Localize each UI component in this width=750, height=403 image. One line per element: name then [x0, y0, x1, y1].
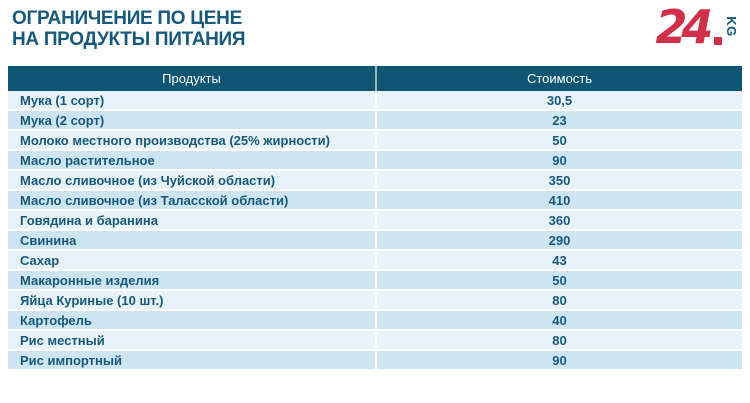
product-name-cell: Мука (2 сорт) [8, 111, 375, 131]
column-header-products: Продукты [8, 66, 375, 91]
price-value-cell: 23 [375, 111, 742, 131]
price-value-cell: 50 [375, 131, 742, 151]
product-name-cell: Молоко местного производства (25% жирнос… [8, 131, 375, 151]
product-name-cell: Говядина и баранина [8, 211, 375, 231]
price-value-cell: 30,5 [375, 91, 742, 111]
product-name-cell: Рис местный [8, 331, 375, 351]
product-name-cell: Мука (1 сорт) [8, 91, 375, 111]
product-name-cell: Яйца Куриные (10 шт.) [8, 291, 375, 311]
header: ОГРАНИЧЕНИЕ ПО ЦЕНЕ НА ПРОДУКТЫ ПИТАНИЯ … [0, 0, 750, 54]
title-line-1: ОГРАНИЧЕНИЕ ПО ЦЕНЕ [12, 8, 242, 29]
price-value-cell: 90 [375, 351, 742, 371]
product-name-cell: Рис импортный [8, 351, 375, 371]
price-value-cell: 80 [375, 291, 742, 311]
table-row: Масло растительное 90 [8, 151, 742, 171]
product-name-cell: Картофель [8, 311, 375, 331]
price-value-cell: 43 [375, 251, 742, 271]
product-name-cell: Сахар [8, 251, 375, 271]
price-value-cell: 80 [375, 331, 742, 351]
price-value-cell: 290 [375, 231, 742, 251]
table-row: Картофель 40 [8, 311, 742, 331]
table-row: Мука (2 сорт) 23 [8, 111, 742, 131]
column-header-price: Стоимость [375, 66, 742, 91]
price-value-cell: 360 [375, 211, 742, 231]
table-row: Мука (1 сорт) 30,5 [8, 91, 742, 111]
product-name-cell: Масло сливочное (из Таласской области) [8, 191, 375, 211]
table-row: Масло сливочное (из Чуйской области) 350 [8, 171, 742, 191]
logo-24kg: 24 KG [655, 0, 741, 54]
product-name-cell: Масло сливочное (из Чуйской области) [8, 171, 375, 191]
title-line-2: НА ПРОДУКТЫ ПИТАНИЯ [12, 29, 246, 50]
logo-24-numerals: 24 [655, 0, 713, 54]
table-row: Масло сливочное (из Таласской области) 41… [8, 191, 742, 211]
table-row: Молоко местного производства (25% жирнос… [8, 131, 742, 151]
table-row: Свинина 290 [8, 231, 742, 251]
table-row: Макаронные изделия 50 [8, 271, 742, 291]
table-row: Сахар 43 [8, 251, 742, 271]
price-table: Продукты Стоимость Мука (1 сорт) 30,5 Мука… [8, 66, 742, 371]
logo-kg-label: KG [723, 16, 739, 37]
table-row: Рис импортный 90 [8, 351, 742, 371]
table-body: Мука (1 сорт) 30,5 Мука (2 сорт) 23 Молоко м… [8, 91, 742, 371]
logo-dot-square [713, 37, 722, 45]
table-header: Продукты Стоимость [8, 66, 742, 91]
table-row: Яйца Куриные (10 шт.) 80 [8, 291, 742, 311]
table-row: Говядина и баранина 360 [8, 211, 742, 231]
price-value-cell: 350 [375, 171, 742, 191]
price-value-cell: 90 [375, 151, 742, 171]
price-value-cell: 50 [375, 271, 742, 291]
product-name-cell: Макаронные изделия [8, 271, 375, 291]
product-name-cell: Масло растительное [8, 151, 375, 171]
price-value-cell: 40 [375, 311, 742, 331]
product-name-cell: Свинина [8, 231, 375, 251]
table-header-row: Продукты Стоимость [8, 66, 742, 91]
table-row: Рис местный 80 [8, 331, 742, 351]
page-title: ОГРАНИЧЕНИЕ ПО ЦЕНЕ НА ПРОДУКТЫ ПИТАНИЯ [12, 8, 740, 50]
price-value-cell: 410 [375, 191, 742, 211]
